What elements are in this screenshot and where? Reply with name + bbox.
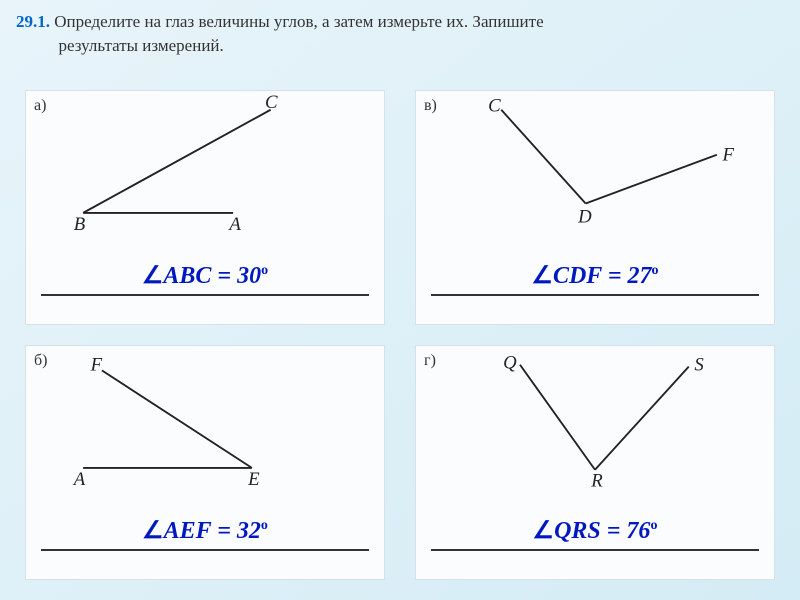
- angle-ray: [595, 367, 689, 470]
- angle-answer: ∠CDF = 27o: [416, 261, 774, 290]
- point-label: D: [577, 206, 592, 227]
- angle-ray: [83, 110, 271, 213]
- angles-grid: а)BAC∠ABC = 30oв)CDF∠CDF = 27oб)AEF∠AEF …: [25, 90, 775, 580]
- answer-underline: [431, 549, 759, 551]
- answer-underline: [431, 294, 759, 296]
- point-label: E: [247, 469, 260, 490]
- angle-ray: [520, 365, 595, 470]
- point-label: S: [694, 354, 704, 375]
- point-label: B: [74, 214, 86, 235]
- problem-number: 29.1.: [16, 12, 50, 31]
- angle-answer: ∠ABC = 30o: [26, 261, 384, 290]
- problem-header: 29.1. Определите на глаз величины углов,…: [0, 0, 800, 68]
- point-label: C: [265, 92, 278, 113]
- point-label: F: [722, 144, 735, 165]
- point-label: C: [488, 96, 501, 117]
- point-label: A: [227, 214, 241, 235]
- problem-text-2: результаты измерений.: [59, 36, 224, 55]
- angle-answer: ∠QRS = 76o: [416, 516, 774, 545]
- answer-underline: [41, 549, 369, 551]
- answer-underline: [41, 294, 369, 296]
- angle-cell-g: г)QRS∠QRS = 76o: [415, 345, 775, 580]
- point-label: F: [90, 354, 103, 375]
- angle-cell-v: в)CDF∠CDF = 27o: [415, 90, 775, 325]
- angle-cell-b: б)AEF∠AEF = 32o: [25, 345, 385, 580]
- point-label: Q: [503, 353, 517, 374]
- angle-ray: [586, 155, 717, 204]
- angle-diagram: C D F: [416, 91, 774, 241]
- problem-text-1: Определите на глаз величины углов, а зат…: [54, 12, 543, 31]
- point-label: R: [590, 471, 603, 492]
- angle-answer: ∠AEF = 32o: [26, 516, 384, 545]
- angle-diagram: B A C: [26, 91, 384, 241]
- angle-cell-a: а)BAC∠ABC = 30o: [25, 90, 385, 325]
- angle-ray: [102, 370, 252, 468]
- angle-diagram: Q R S: [416, 346, 774, 496]
- angle-diagram: A E F: [26, 346, 384, 496]
- point-label: A: [72, 469, 86, 490]
- angle-ray: [501, 110, 585, 204]
